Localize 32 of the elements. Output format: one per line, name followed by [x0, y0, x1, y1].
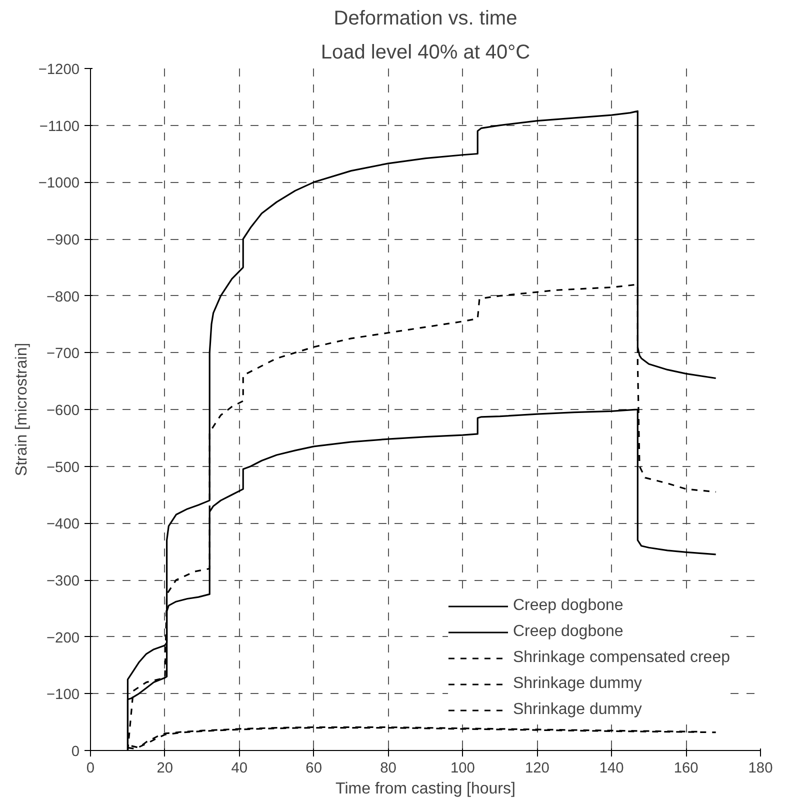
legend-label: Creep dogbone: [512, 597, 624, 615]
y-tick-label: −600: [46, 403, 80, 419]
y-tick-label: −1200: [38, 62, 80, 78]
x-tick-label: 80: [380, 760, 396, 776]
y-tick-label: −800: [46, 289, 80, 306]
legend-label: Shrinkage compensated creep: [512, 649, 730, 667]
y-tick-label: −700: [46, 346, 80, 362]
x-tick-label: 120: [524, 760, 550, 776]
y-tick-label: −1000: [38, 176, 80, 192]
x-tick-label: 60: [306, 760, 322, 776]
x-tick-label: 180: [748, 760, 773, 776]
x-tick-label: 100: [450, 760, 475, 776]
legend-label: Shrinkage dummy: [512, 701, 642, 719]
y-tick-label: −500: [46, 460, 80, 476]
y-tick-label: −1100: [39, 118, 80, 135]
x-tick-label: 140: [599, 760, 624, 776]
y-tick-label: −900: [46, 232, 80, 248]
x-tick-label: 160: [674, 760, 698, 776]
y-axis-title: Strain [microstrain]: [13, 342, 30, 476]
y-tick-label: −200: [46, 630, 80, 646]
y-tick-label: −100: [46, 687, 80, 704]
legend-label: Shrinkage dummy: [512, 675, 642, 693]
y-tick-label: −400: [46, 516, 80, 533]
y-tick-label: −300: [46, 574, 80, 590]
legend-label: Creep dogbone: [512, 623, 624, 641]
y-tick-label: 0: [71, 744, 80, 760]
chart-title: Deformation vs. time: [334, 8, 518, 30]
chart-subtitle: Load level 40% at 40°C: [320, 42, 530, 64]
x-axis-title: Time from casting [hours]: [336, 780, 516, 798]
x-tick-label: 0: [86, 760, 95, 776]
x-tick-label: 40: [231, 760, 248, 776]
x-tick-label: 20: [156, 760, 174, 776]
